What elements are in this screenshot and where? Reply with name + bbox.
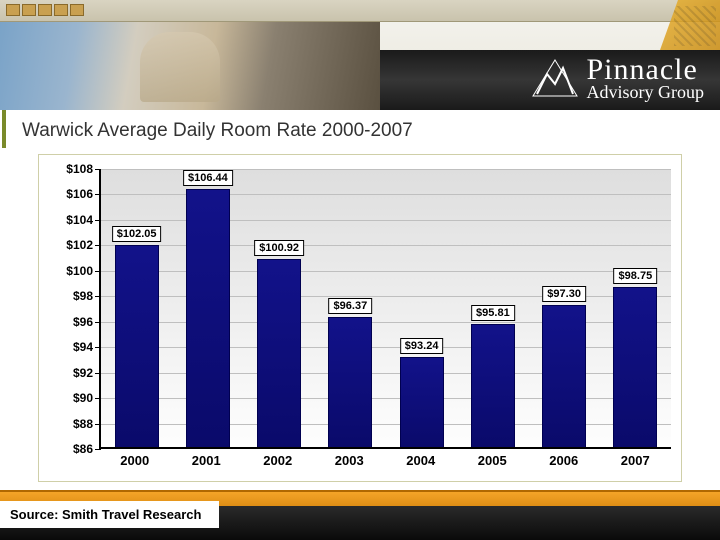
x-tick-label: 2000 [99,449,171,473]
y-tick-label: $86 [73,442,93,456]
bar-value-label: $98.75 [614,268,658,284]
chart-container: $86 $88 $90 $92 $94 $96 $98 $100 $102 $104 $106 $10… [38,154,682,482]
y-tick-label: $96 [73,315,93,329]
footer-band: Source: Smith Travel Research [0,490,720,540]
y-tick-label: $98 [73,289,93,303]
chart-bar [542,305,586,449]
pinnacle-logo-icon [531,58,579,98]
chart-bar [115,245,159,449]
y-tick-mark [95,296,101,297]
chart-bar [613,287,657,449]
header-photo-decor [0,22,380,110]
chart-x-axis-line [101,447,671,449]
bar-value-label: $106.44 [183,170,233,186]
bar-value-label: $96.37 [329,298,373,314]
header-band: Pinnacle Advisory Group [0,0,720,110]
y-tick-label: $88 [73,417,93,431]
y-tick-label: $106 [66,187,93,201]
x-tick-label: 2005 [457,449,529,473]
chart-bar [471,324,515,449]
y-tick-label: $90 [73,391,93,405]
bar-value-label: $100.92 [254,240,304,256]
bar-value-label: $97.30 [542,286,586,302]
x-tick-label: 2006 [528,449,600,473]
source-label: Source: Smith Travel Research [0,501,219,528]
y-tick-mark [95,424,101,425]
y-tick-label: $92 [73,366,93,380]
chart-x-axis: 20002001200220032004200520062007 [99,449,671,473]
y-tick-label: $94 [73,340,93,354]
chart-bars: $102.05 $106.44 $100.92 $96.37 $93.24 $95.81 $… [101,169,671,449]
y-tick-mark [95,220,101,221]
chart-bar [186,189,230,449]
chart-bar [400,357,444,449]
bar-value-label: $102.05 [112,226,162,242]
bar-value-label: $95.81 [471,305,515,321]
header-top-strip [0,0,720,22]
header-decor-squares [6,4,84,16]
x-tick-label: 2003 [314,449,386,473]
chart-plot-area: $102.05 $106.44 $100.92 $96.37 $93.24 $95.81 $… [99,169,671,449]
brand-name: Pinnacle [587,55,707,85]
brand-logo: Pinnacle Advisory Group [531,50,707,106]
y-tick-mark [95,245,101,246]
brand-subtitle: Advisory Group [587,83,707,101]
chart-y-axis: $86$88$90$92$94$96$98$100$102$104$106$10… [39,169,99,449]
y-tick-mark [95,169,101,170]
y-tick-mark [95,398,101,399]
x-tick-label: 2007 [600,449,672,473]
x-tick-label: 2001 [171,449,243,473]
y-tick-mark [95,322,101,323]
chart-bar [328,317,372,449]
y-tick-label: $104 [66,213,93,227]
bar-value-label: $93.24 [400,338,444,354]
y-tick-mark [95,347,101,348]
y-tick-label: $102 [66,238,93,252]
chart-bar [257,259,301,449]
chart-inner: $86$88$90$92$94$96$98$100$102$104$106$10… [39,169,671,449]
y-tick-mark [95,373,101,374]
x-tick-label: 2004 [385,449,457,473]
y-tick-mark [95,194,101,195]
y-tick-mark [95,271,101,272]
y-tick-mark [95,449,101,450]
y-tick-label: $100 [66,264,93,278]
x-tick-label: 2002 [242,449,314,473]
y-tick-label: $108 [66,162,93,176]
slide-title: Warwick Average Daily Room Rate 2000-200… [2,110,720,148]
